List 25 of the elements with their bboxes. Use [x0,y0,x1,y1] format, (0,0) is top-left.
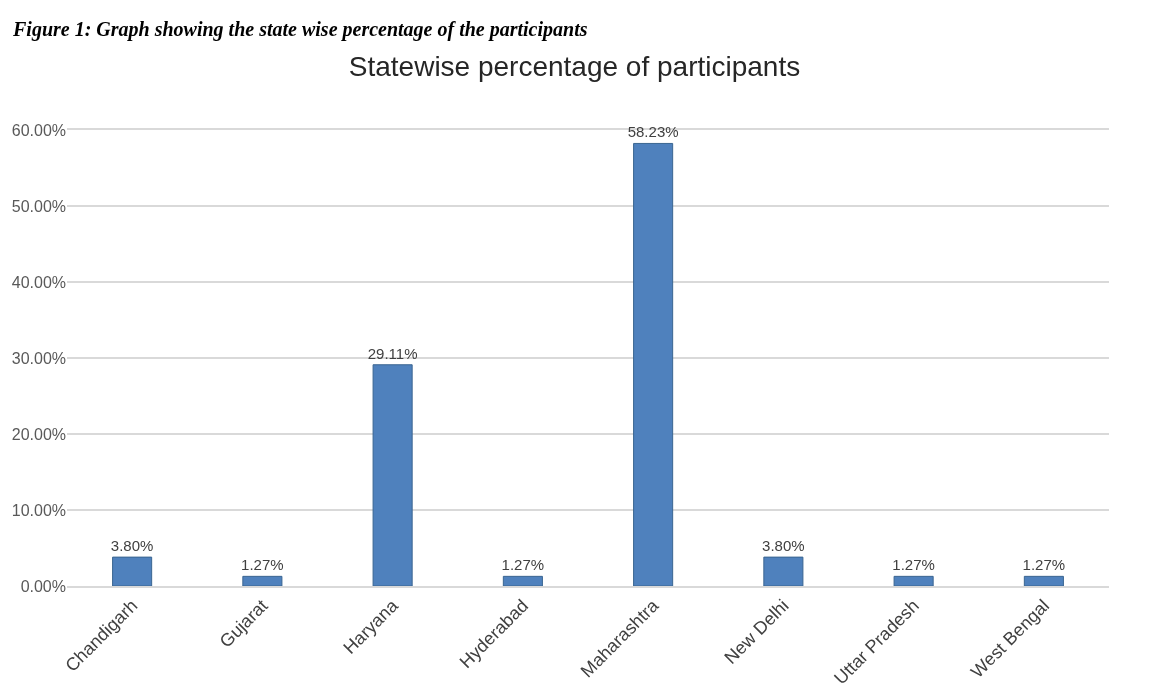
bar [502,575,543,586]
data-label: 1.27% [501,556,545,574]
y-tick-label: 0.00% [20,577,66,595]
data-label: 1.27% [1022,556,1066,574]
data-label: 1.27% [892,556,935,574]
bar [1023,575,1064,586]
y-tick-label: 60.00% [11,121,66,139]
bar [763,556,804,586]
data-label: 58.23% [627,123,679,141]
caption: Figure 1: Graph showing the state wise percentage of the participants [12,18,588,41]
data-label: 3.80% [762,537,805,555]
data-label: 3.80% [110,537,154,555]
y-tick-label: 30.00% [11,349,66,367]
bar [633,142,674,586]
data-label: 1.27% [241,556,284,574]
bar [893,575,934,586]
y-tick-label: 20.00% [11,425,66,443]
y-tick-label: 10.00% [11,501,66,519]
bar [242,575,283,586]
bar [112,556,153,586]
data-label: 29.11% [367,344,418,362]
bar [372,364,413,586]
y-tick-label: 40.00% [11,273,66,291]
y-tick-label: 50.00% [11,197,66,215]
chart-title: Statewise percentage of participants [348,50,801,82]
